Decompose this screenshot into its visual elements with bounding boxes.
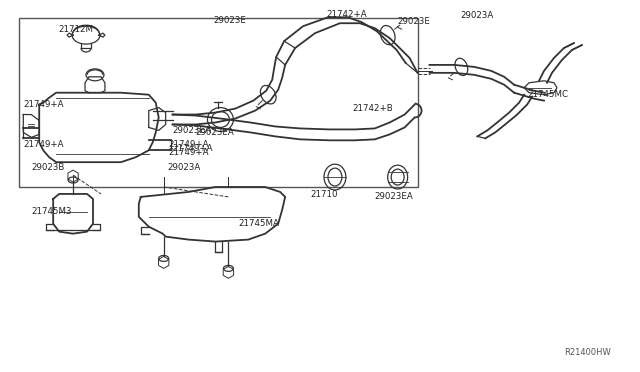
Text: 21749+A: 21749+A [23,140,64,149]
Text: 21749+A: 21749+A [169,148,209,157]
Text: 21745MC: 21745MC [527,90,568,99]
Text: 29023E: 29023E [214,16,246,25]
Text: 21749+A: 21749+A [169,140,209,149]
Text: 29023EA: 29023EA [375,192,413,201]
Text: 21742+B: 21742+B [353,104,394,113]
Text: 21749+A: 21749+A [23,100,64,109]
Text: 21710: 21710 [310,190,337,199]
Bar [19,18,417,187]
Text: 29023EA: 29023EA [173,126,211,135]
Text: 29023A: 29023A [460,11,493,20]
Text: 29023EA: 29023EA [196,128,234,137]
Text: 21712M: 21712M [58,25,93,34]
Text: 29023A: 29023A [168,163,201,171]
Text: 21745M3: 21745M3 [31,207,72,216]
Text: 21745MA: 21745MA [238,219,279,228]
Text: 21742+A: 21742+A [326,10,367,19]
Text: 29023B: 29023B [31,163,65,171]
Text: 21749+A: 21749+A [173,144,213,153]
Text: R21400HW: R21400HW [564,348,611,357]
Text: 29023E: 29023E [397,17,431,26]
